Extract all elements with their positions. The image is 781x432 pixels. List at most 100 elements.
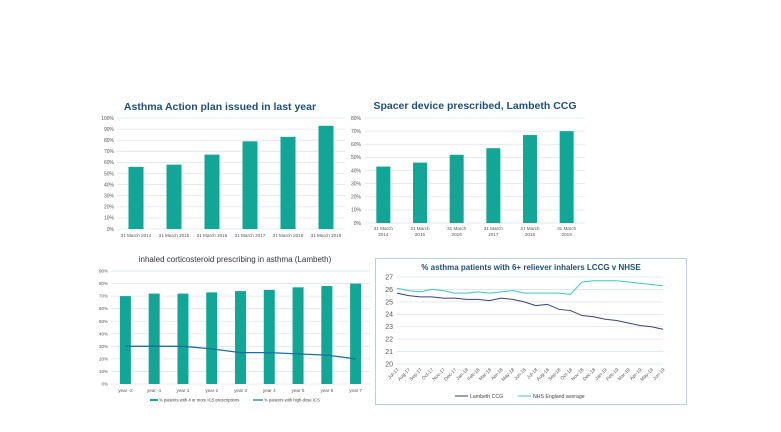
chart-title: Asthma Action plan issued in last year — [123, 101, 317, 113]
chart-title: inhaled corticosteroid prescribing in as… — [138, 255, 332, 264]
y-tick-label: 100% — [101, 116, 114, 122]
y-tick-label: 90% — [99, 269, 108, 274]
x-tick-label: year 7 — [349, 388, 362, 393]
bar — [413, 162, 427, 223]
x-tick-label: year 2 — [205, 388, 218, 393]
x-tick-label: 2019 — [562, 232, 573, 237]
y-tick-label: 22 — [385, 337, 393, 344]
bar — [177, 293, 189, 384]
y-tick-label: 25 — [385, 299, 393, 306]
bar — [235, 291, 246, 384]
bar — [449, 154, 464, 223]
y-tick-label: 10% — [104, 216, 115, 222]
chart-title: % asthma patients with 6+ reliever inhal… — [421, 263, 641, 272]
y-tick-label: 80% — [104, 138, 115, 144]
y-tick-label: 20% — [99, 356, 108, 361]
x-tick-label: year -2 — [118, 388, 133, 393]
series-line-nhs-england-average — [396, 280, 664, 295]
x-tick-label: 2014 — [378, 232, 389, 237]
x-tick-label: 31 March 2017 — [235, 233, 266, 238]
y-tick-label: 26 — [385, 287, 393, 294]
series-line-high-dose-ics — [125, 345, 356, 360]
y-tick-label: 50% — [99, 319, 108, 324]
bar — [263, 289, 275, 384]
x-tick-label: year 1 — [177, 388, 190, 393]
x-tick-label: 31 March — [484, 226, 504, 231]
y-tick-label: 90% — [104, 127, 115, 133]
bar — [148, 293, 160, 384]
bar — [350, 283, 362, 384]
x-tick-label: 2016 — [452, 232, 463, 237]
y-tick-label: 70% — [99, 294, 108, 299]
y-tick-label: 40% — [99, 331, 108, 336]
bar — [292, 287, 304, 384]
y-tick-label: 0% — [354, 221, 362, 227]
y-tick-label: 23 — [385, 324, 393, 331]
y-tick-label: 20 — [385, 361, 393, 368]
y-tick-label: 20% — [104, 205, 115, 211]
bar — [119, 296, 131, 384]
ics-prescribing-chart: inhaled corticosteroid prescribing in as… — [95, 252, 375, 412]
y-tick-label: 10% — [99, 369, 108, 374]
y-tick-label: 50% — [104, 171, 115, 177]
y-tick-label: 0% — [101, 382, 108, 387]
bar — [204, 154, 220, 229]
y-tick-label: 30% — [351, 181, 362, 187]
x-tick-label: 2015 — [415, 232, 426, 237]
x-tick-label: 31 March 2019 — [311, 233, 342, 238]
y-tick-label: 10% — [351, 208, 362, 214]
bar — [242, 141, 258, 229]
x-tick-label: 31 March 2018 — [273, 233, 304, 238]
bar — [321, 286, 333, 384]
y-tick-label: 21 — [385, 349, 393, 356]
y-tick-label: 24 — [385, 312, 393, 319]
x-tick-label: 31 March 2016 — [197, 233, 228, 238]
legend-label: NHS England average — [533, 394, 585, 400]
x-tick-label: year 6 — [320, 388, 333, 393]
y-tick-label: 70% — [104, 149, 115, 155]
x-tick-label: 31 March 2014 — [121, 233, 152, 238]
y-tick-label: 30% — [99, 344, 108, 349]
legend-label: Lambeth CCG — [470, 394, 503, 400]
y-tick-label: 80% — [99, 281, 108, 286]
y-tick-label: 0% — [107, 227, 115, 233]
y-tick-label: 60% — [99, 306, 108, 311]
x-tick-label: year -1 — [147, 388, 162, 393]
x-tick-label: year 5 — [292, 388, 305, 393]
y-tick-label: 60% — [351, 142, 362, 148]
bar — [280, 136, 296, 229]
reliever-inhalers-chart: % asthma patients with 6+ reliever inhal… — [375, 258, 687, 405]
bar — [559, 131, 574, 223]
y-tick-label: 40% — [351, 168, 362, 174]
series-line-lambeth-ccg — [396, 292, 664, 330]
x-tick-label: year 4 — [263, 388, 276, 393]
legend-label: % patients with high-dose ICS — [264, 398, 320, 403]
y-tick-label: 70% — [351, 129, 362, 135]
y-tick-label: 20% — [351, 195, 362, 201]
y-tick-label: 50% — [351, 155, 362, 161]
bar — [523, 135, 537, 223]
asthma-action-plan-chart: Asthma Action plan issued in last year — [90, 95, 350, 245]
bar — [128, 166, 144, 229]
bar — [166, 164, 182, 229]
bar — [486, 148, 501, 223]
bar — [318, 125, 334, 229]
y-tick-label: 60% — [104, 160, 115, 166]
bar — [206, 292, 218, 384]
x-tick-label: 31 March — [447, 226, 467, 231]
x-tick-label: 31 March — [557, 226, 577, 231]
y-tick-label: 80% — [351, 116, 362, 122]
x-tick-label: 2018 — [525, 232, 536, 237]
y-tick-label: 30% — [104, 193, 115, 199]
y-tick-label: 40% — [104, 182, 115, 188]
x-tick-label: 31 March 2015 — [159, 233, 190, 238]
y-tick-label: 27 — [385, 274, 393, 281]
x-tick-label: 31 March — [410, 226, 430, 231]
x-tick-label: 31 March — [520, 226, 540, 231]
x-tick-label: 2017 — [488, 232, 499, 237]
bar — [376, 166, 391, 223]
x-tick-label: 31 March — [374, 226, 394, 231]
spacer-device-chart: Spacer device prescribed, Lambeth CCG — [355, 95, 595, 245]
legend-label: % patients with 4 or more ICS prescripti… — [159, 398, 239, 403]
